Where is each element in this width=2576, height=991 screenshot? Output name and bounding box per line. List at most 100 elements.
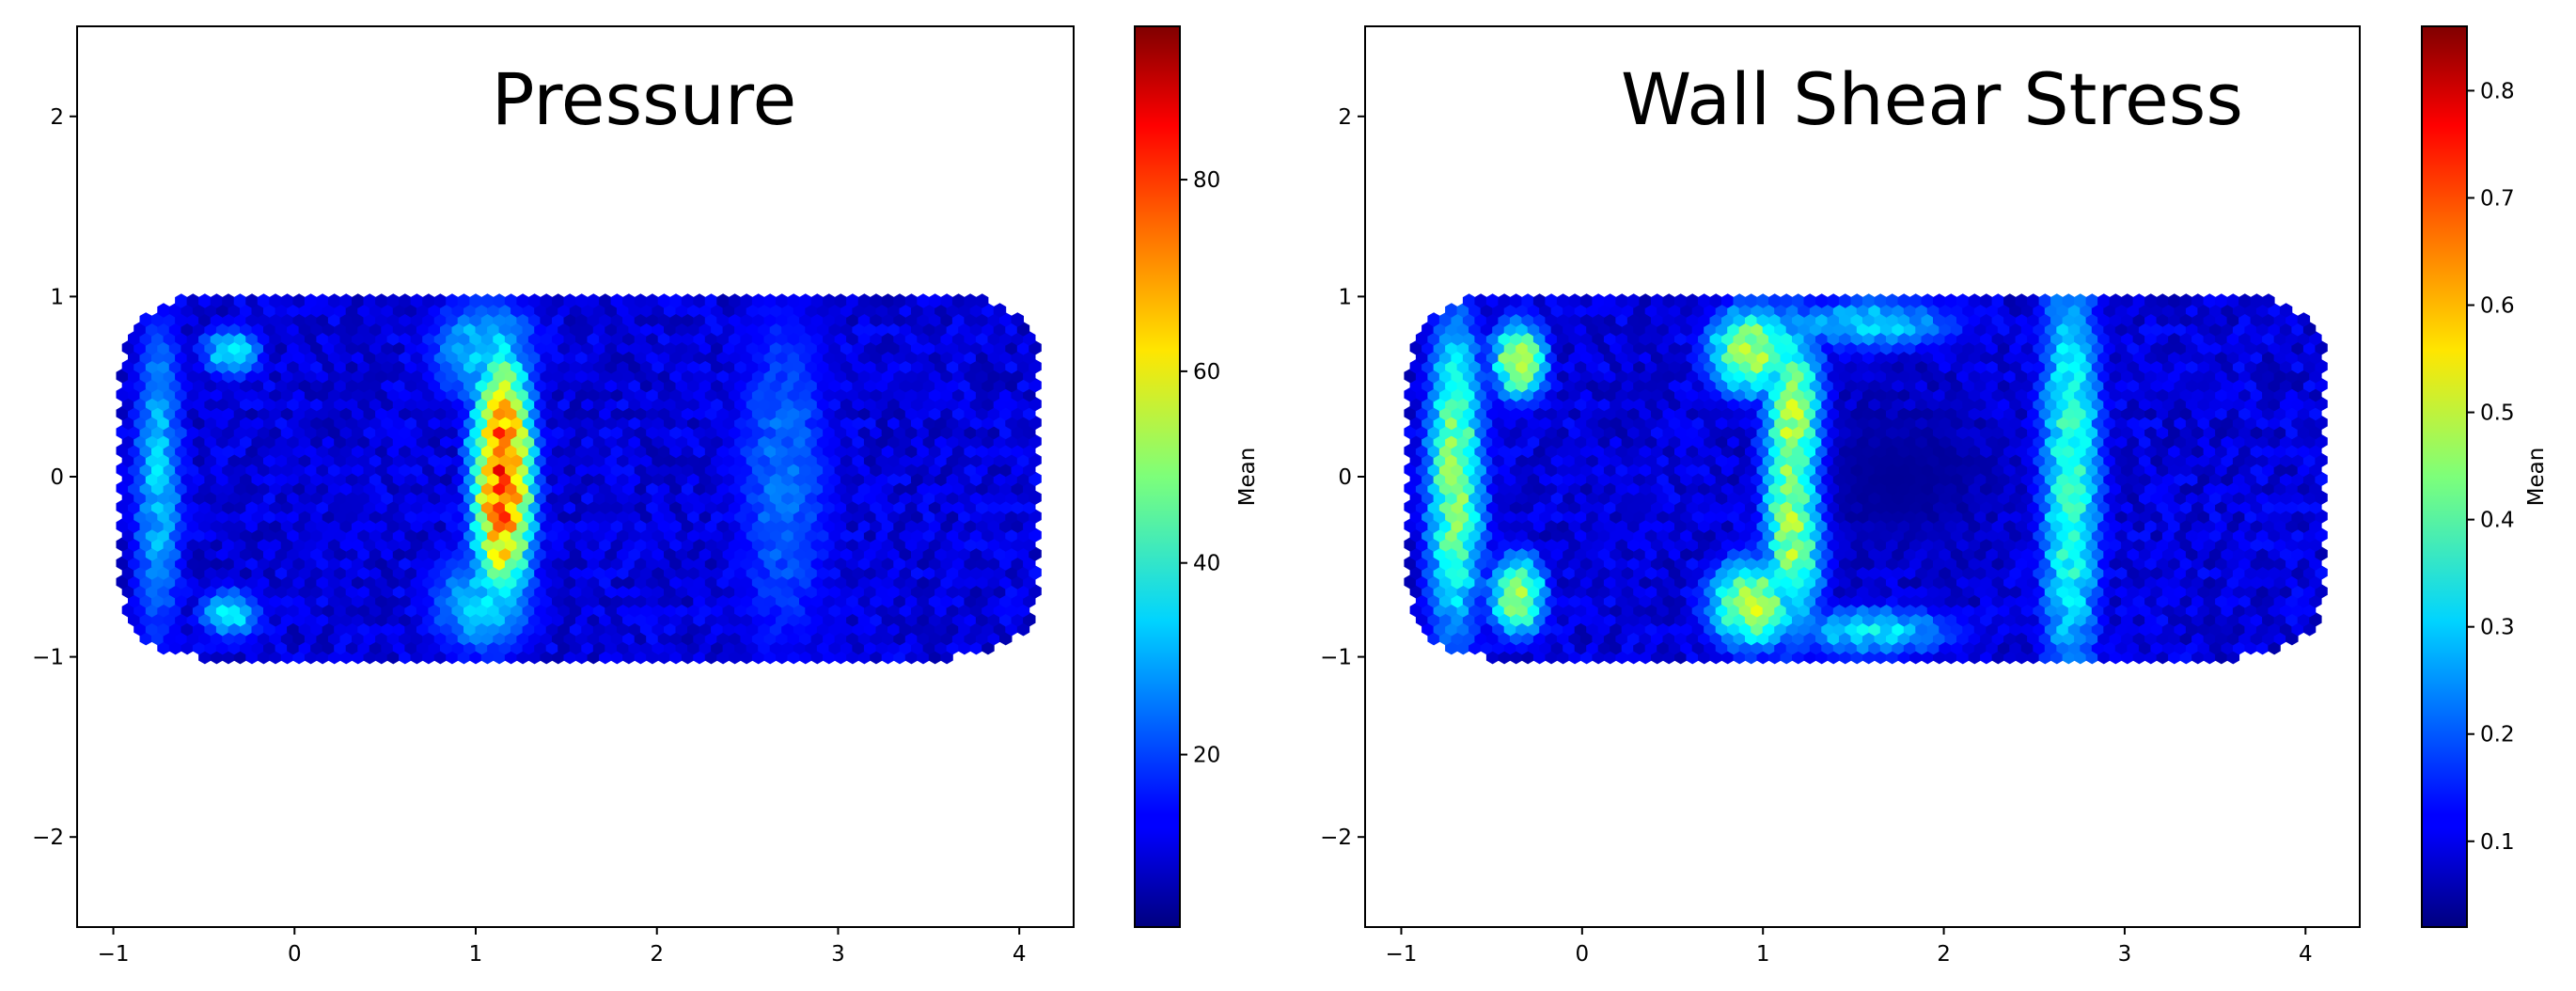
pressure-hex-cell bbox=[805, 639, 818, 655]
pressure-hex-cell bbox=[322, 639, 336, 655]
pressure-hex-cell bbox=[157, 415, 170, 431]
pressure-hex-cell bbox=[339, 593, 353, 608]
pressure-hex-cell bbox=[446, 537, 459, 552]
pressure-hex-cell bbox=[1016, 490, 1030, 505]
pressure-hex-cell bbox=[416, 639, 430, 655]
pressure-hex-cell bbox=[605, 415, 618, 431]
pressure-hex-cell bbox=[446, 593, 459, 608]
pressure-hex-cell bbox=[386, 537, 400, 552]
pressure-hex-cell bbox=[463, 415, 477, 431]
pressure-hex-cell bbox=[275, 565, 288, 580]
pressure-hex-cell bbox=[652, 565, 665, 580]
pressure-hex-cell bbox=[746, 415, 760, 431]
pressure-hex-cell bbox=[857, 593, 872, 608]
pressure-hex-cell bbox=[399, 593, 412, 608]
pressure-hex-cell bbox=[558, 490, 571, 505]
pressure-hex-cell bbox=[186, 462, 200, 478]
pressure-hex-cell bbox=[475, 565, 488, 580]
pressure-hex-cell bbox=[440, 415, 453, 431]
pressure-hex-cell bbox=[322, 565, 336, 580]
pressure-hex-cell bbox=[386, 386, 400, 402]
pressure-hex-cell bbox=[345, 415, 359, 431]
pressure-hex-cell bbox=[964, 386, 977, 402]
pressure-hex-cell bbox=[357, 639, 370, 655]
pressure-hex-cell bbox=[527, 386, 542, 402]
pressure-hex-cell bbox=[480, 462, 495, 478]
pressure-hex-cell bbox=[451, 639, 464, 655]
pressure-hex-cell bbox=[699, 490, 712, 505]
pressure-hex-cell bbox=[793, 490, 807, 505]
pressure-hex-cell bbox=[922, 490, 935, 505]
pressure-hex-cell bbox=[251, 490, 264, 505]
pressure-hex-cell bbox=[121, 490, 135, 505]
pressure-hex-cell bbox=[545, 639, 559, 655]
pressure-hex-cell bbox=[646, 537, 659, 552]
pressure-hex-cell bbox=[575, 462, 589, 478]
pressure-hex-cell bbox=[1011, 462, 1024, 478]
pressure-hex-cell bbox=[322, 415, 336, 431]
pressure-hex-cell bbox=[616, 490, 630, 505]
pressure-hex-cell bbox=[527, 537, 542, 552]
pressure-hex-cell bbox=[846, 462, 859, 478]
pressure-hex-cell bbox=[222, 386, 235, 402]
pressure-hex-cell bbox=[776, 537, 789, 552]
pressure-hex-cell bbox=[993, 490, 1007, 505]
pressure-hex-cell bbox=[163, 537, 176, 552]
pressure-title: Pressure bbox=[492, 57, 797, 141]
pressure-hex-cell bbox=[480, 386, 495, 402]
pressure-hex-cell bbox=[327, 593, 341, 608]
pressure-hex-cell bbox=[157, 490, 170, 505]
pressure-hex-cell bbox=[204, 565, 217, 580]
pressure-hex-cell bbox=[504, 593, 518, 608]
pressure-hex-cell bbox=[251, 415, 264, 431]
pressure-hex-cell bbox=[922, 415, 935, 431]
pressure-hex-cell bbox=[446, 462, 459, 478]
pressure-hex-cell bbox=[975, 462, 989, 478]
pressure-hex-cell bbox=[787, 462, 800, 478]
pressure-hex-cell bbox=[316, 386, 329, 402]
pressure-hex-cell bbox=[181, 415, 194, 431]
pressure-hex-cell bbox=[516, 537, 529, 552]
pressure-hex-cell bbox=[540, 386, 553, 402]
pressure-hex-cell bbox=[704, 593, 718, 608]
wall-shear-stress-hexbin-cells bbox=[1404, 293, 2328, 665]
pressure-hex-cell bbox=[781, 415, 794, 431]
pressure-hex-cell bbox=[893, 593, 906, 608]
pressure-hex-cell bbox=[1005, 490, 1018, 505]
pressure-x-tick-label: 3 bbox=[831, 942, 845, 967]
pressure-hex-cell bbox=[121, 565, 135, 580]
pressure-hex-cell bbox=[292, 593, 306, 608]
pressure-hex-cell bbox=[982, 639, 995, 655]
pressure-hex-cell bbox=[734, 639, 747, 655]
pressure-hex-cell bbox=[228, 415, 241, 431]
pressure-hex-cell bbox=[527, 593, 542, 608]
pressure-hex-cell bbox=[769, 415, 783, 431]
pressure-hex-cell bbox=[639, 490, 653, 505]
pressure-hex-cell bbox=[280, 386, 294, 402]
pressure-hex-cell bbox=[816, 490, 830, 505]
pressure-hex-cell bbox=[240, 415, 253, 431]
pressure-hex-cell bbox=[1011, 386, 1024, 402]
pressure-hex-cell bbox=[599, 386, 612, 402]
pressure-hex-cell bbox=[493, 593, 506, 608]
pressure-hex-cell bbox=[846, 593, 859, 608]
pressure-hex-cell bbox=[875, 639, 888, 655]
pressure-hex-cell bbox=[776, 462, 789, 478]
pressure-y-tick-label: 0 bbox=[50, 465, 64, 490]
pressure-hex-cell bbox=[610, 593, 624, 608]
pressure-hex-cell bbox=[928, 537, 942, 552]
pressure-hex-cell bbox=[840, 490, 854, 505]
pressure-hex-cell bbox=[987, 462, 1000, 478]
pressure-hex-cell bbox=[552, 593, 565, 608]
pressure-hex-cell bbox=[569, 490, 583, 505]
pressure-hex-cell bbox=[781, 490, 794, 505]
pressure-hex-cell bbox=[228, 639, 241, 655]
pressure-hex-cell bbox=[769, 565, 783, 580]
pressure-hex-cell bbox=[463, 639, 477, 655]
pressure-hex-cell bbox=[711, 490, 724, 505]
pressure-hex-cell bbox=[487, 639, 500, 655]
pressure-hex-cell bbox=[911, 639, 924, 655]
pressure-hex-cell bbox=[363, 537, 376, 552]
pressure-hex-cell bbox=[222, 537, 235, 552]
pressure-hex-cell bbox=[134, 565, 147, 580]
